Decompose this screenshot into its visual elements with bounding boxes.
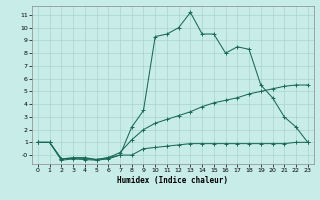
X-axis label: Humidex (Indice chaleur): Humidex (Indice chaleur) (117, 176, 228, 185)
